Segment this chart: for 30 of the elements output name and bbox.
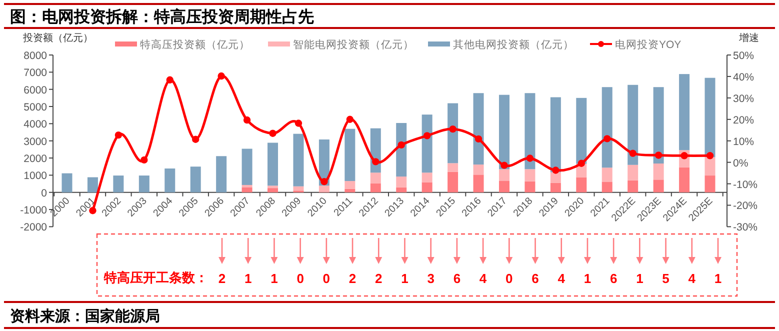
legend-label: 智能电网投资额（亿元） — [293, 38, 414, 51]
y-tick-label: -2000 — [20, 222, 48, 234]
y-tick-label: 3000 — [24, 136, 48, 148]
y2-tick-label: -30% — [733, 222, 758, 234]
y-tick-label: 1000 — [24, 170, 48, 182]
y2-tick-label: 0% — [733, 157, 748, 170]
y2-tick-label: 20% — [733, 114, 754, 126]
y2-axis-title: 增速 — [738, 32, 759, 44]
y-tick-label: 6000 — [24, 84, 48, 96]
y-tick-label: -1000 — [20, 204, 48, 217]
y2-tick-label: 30% — [733, 92, 754, 105]
legend-label: 电网投资YOY — [615, 38, 682, 51]
y2-tick-label: -20% — [733, 200, 758, 212]
y-tick-label: 4000 — [24, 118, 48, 131]
y2-tick-label: 10% — [733, 136, 754, 148]
y2-tick-label: 40% — [733, 71, 754, 84]
y-tick-label: 2000 — [24, 153, 48, 166]
y-tick-label: 7000 — [24, 67, 48, 80]
y-tick-label: 8000 — [24, 50, 48, 62]
y-tick-label: 5000 — [24, 102, 48, 114]
y2-tick-label: 50% — [733, 50, 754, 62]
text: 资料来源：国家能源局 — [10, 307, 160, 325]
annotations: 2 1 1 0 0 2 2 1 3 6 4 0 6 4 1 6 1 5 4 1 — [218, 238, 722, 286]
chart-title: 图：电网投资拆解：特高压投资周期性占先 — [10, 7, 314, 26]
legend-label: 其他电网投资额（亿元） — [453, 38, 574, 51]
y2-tick-label: -10% — [733, 178, 758, 191]
y-tick-label: 0 — [41, 187, 48, 200]
y-axis-title: 投资额（亿元） — [22, 32, 93, 44]
text: 特高压开工条数： — [103, 270, 208, 285]
legend-label: 特高压投资额（亿元） — [140, 38, 250, 51]
